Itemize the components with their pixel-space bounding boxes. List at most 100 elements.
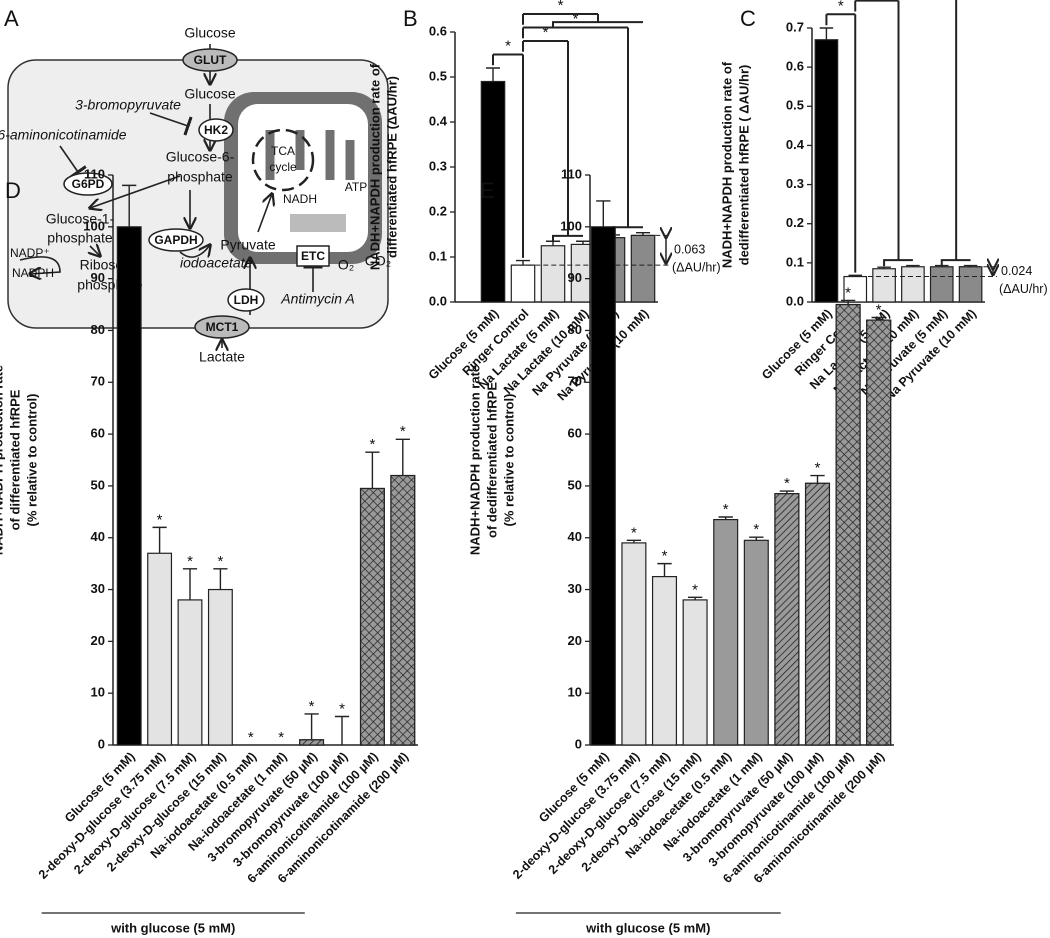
significance: *	[309, 698, 315, 715]
label: Antimycin A	[280, 291, 354, 307]
inhibit	[59, 145, 87, 179]
error-bar	[304, 713, 319, 740]
y-tick-label: 0.5	[786, 98, 804, 113]
difference-label: 0.063	[674, 243, 705, 257]
y-tick-label: 0.2	[429, 203, 447, 218]
y-axis-label: NADH+NAPDH production rate of	[367, 63, 382, 270]
x-tick-label: 2-deoxy-D-glucose (3.75 mM)	[510, 750, 642, 882]
label: NADP⁺	[10, 246, 50, 260]
y-axis-label: (% relative to control)	[24, 394, 39, 527]
label: ATP	[345, 180, 367, 194]
label: NADPH	[12, 266, 54, 280]
significance: *	[187, 553, 193, 570]
y-axis-label: of dedifferentiated hfRPE	[484, 382, 499, 538]
significance: *	[845, 284, 851, 301]
y-tick-label: 0.5	[429, 68, 447, 83]
significance: *	[753, 521, 759, 538]
error-bar	[596, 200, 611, 227]
node	[182, 48, 238, 72]
y-tick-label: 0.1	[429, 248, 447, 263]
bar	[872, 268, 896, 303]
y-axis-label: NADH+NADPH production rate	[0, 365, 5, 555]
panel-label: A	[4, 6, 19, 31]
panel-label: B	[403, 6, 418, 31]
bar	[147, 552, 173, 746]
y-tick-label: 0.0	[786, 293, 804, 308]
significance-bracket	[522, 26, 643, 234]
bar-pattern	[866, 319, 892, 746]
bar-pattern	[299, 739, 325, 746]
significance-bracket	[940, 0, 971, 267]
error-bar	[515, 259, 531, 266]
error-bar	[182, 568, 198, 600]
inhibit	[149, 112, 193, 136]
membrane-protein	[290, 214, 346, 232]
bar	[177, 599, 203, 746]
y-tick-label: 0.4	[786, 137, 805, 152]
label: iodoacetate	[180, 255, 253, 271]
difference-unit: (ΔAU/hr)	[672, 261, 721, 275]
y-tick-label: 0.6	[786, 59, 804, 74]
significance: *	[157, 511, 163, 528]
y-axis-label: dedifferentiated hfRPE ( ΔAU/hr)	[736, 65, 751, 266]
significance: *	[248, 729, 254, 746]
node	[296, 245, 330, 267]
arrow	[257, 194, 272, 233]
label: Glucose	[184, 25, 236, 41]
significance: *	[278, 729, 284, 746]
significance: *	[815, 460, 821, 477]
y-tick-label: 10	[91, 685, 105, 700]
y-tick-label: 10	[568, 685, 582, 700]
label: MCT1	[206, 320, 239, 334]
error-bar	[213, 568, 228, 590]
error-bar	[122, 184, 137, 227]
y-tick-label: 20	[568, 633, 582, 648]
y-tick-label: 100	[560, 218, 582, 233]
arrow	[90, 246, 100, 256]
y-tick-label: 110	[561, 166, 582, 181]
x-tick-label: 2-deoxy-D-glucose (7.5 mM)	[546, 750, 673, 877]
significance: *	[543, 24, 549, 41]
significance: *	[339, 700, 345, 717]
y-tick-label: 100	[83, 218, 105, 233]
panel-label: E	[480, 178, 495, 203]
arrow	[19, 256, 61, 274]
bar-pattern	[390, 474, 416, 746]
y-tick-label: 0.6	[429, 23, 447, 38]
error-bar	[819, 27, 834, 40]
label: Pyruvate	[220, 237, 275, 253]
significance-bracket	[854, 0, 913, 267]
error-bar	[575, 240, 591, 245]
bar	[590, 226, 616, 746]
label: cycle	[269, 160, 297, 174]
error-bar	[906, 264, 920, 267]
difference-label: 0.024	[1001, 264, 1032, 278]
label: TCA	[271, 144, 295, 158]
y-axis-label: NADH+NADPH production rate	[467, 365, 482, 555]
bar	[929, 266, 954, 303]
y-tick-label: 0.2	[786, 215, 804, 230]
label: G6PD	[72, 177, 105, 191]
y-axis-label: differentiated hfRPE (ΔAU/hr)	[384, 76, 399, 258]
significance: *	[369, 436, 375, 453]
significance: *	[692, 581, 698, 598]
y-tick-label: 20	[91, 633, 105, 648]
x-tick-label: 2-deoxy-D-glucose (7.5 mM)	[71, 750, 198, 877]
bar	[651, 575, 678, 746]
node	[148, 228, 204, 252]
y-tick-label: 60	[91, 426, 105, 441]
label: Glucose	[184, 86, 236, 102]
y-tick-label: 30	[568, 581, 582, 596]
arrow	[90, 175, 181, 208]
error-bar	[334, 715, 350, 745]
y-tick-label: 0.3	[429, 158, 447, 173]
panel-label: D	[5, 178, 21, 203]
bar	[743, 539, 769, 746]
y-tick-label: 0.1	[786, 254, 804, 269]
error-bar	[395, 438, 410, 476]
significance-bracket	[522, 40, 583, 242]
significance-bracket	[522, 13, 643, 29]
y-tick-label: 90	[91, 270, 105, 285]
significance: *	[631, 524, 637, 541]
label: GAPDH	[154, 233, 197, 247]
